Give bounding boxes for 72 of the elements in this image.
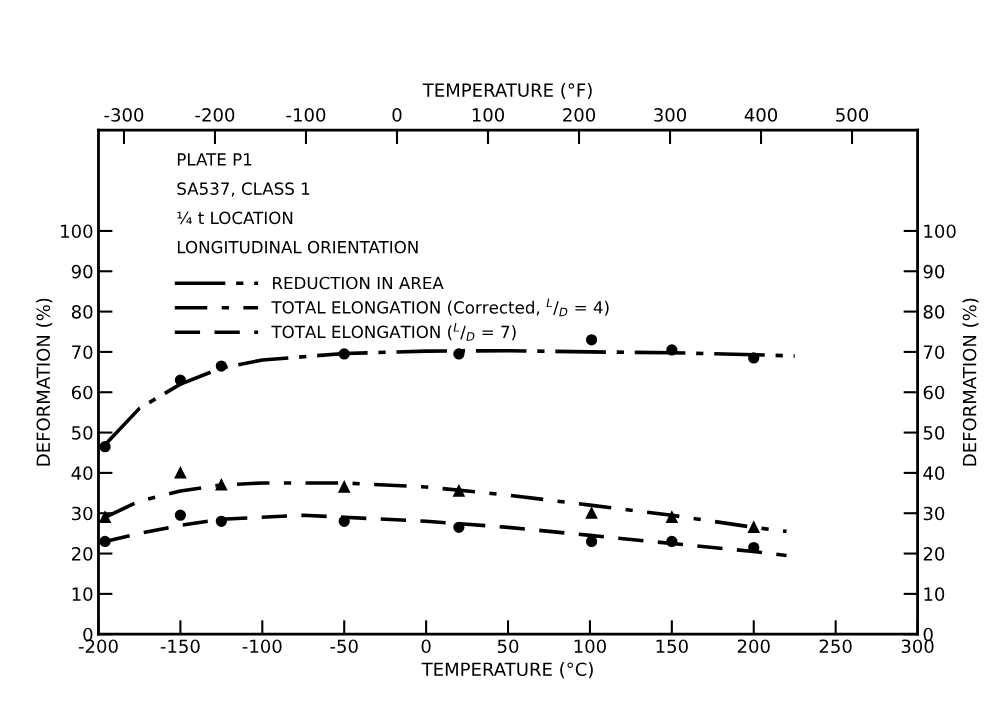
y-tick-label: 90 [71, 264, 93, 279]
y2-tick-label: 70 [923, 345, 945, 360]
point [666, 344, 678, 356]
x-tick-label: 250 [819, 639, 852, 654]
x2-tick-label: 400 [744, 108, 778, 122]
point [99, 441, 111, 453]
y2-tick-label: 20 [923, 547, 945, 561]
x-tick-label: 0 [421, 639, 431, 654]
point [585, 507, 598, 519]
y2-tick-label: 100 [924, 224, 956, 239]
point [338, 481, 350, 493]
point [453, 521, 465, 533]
x2-axis-title: TEMPERATURE (°F) [422, 82, 592, 100]
point [585, 334, 598, 346]
annotation: LONGITUDINAL ORIENTATION [177, 240, 418, 254]
legend-label: TOTAL ELONGATION ($^{L}$/$_{D}$ = 7) [271, 323, 516, 341]
legend-label: REDUCTION IN AREA [273, 276, 444, 290]
x-axis-title: TEMPERATURE (°C) [421, 662, 593, 679]
point [174, 374, 187, 386]
point [666, 511, 678, 523]
y2-tick-label: 10 [924, 587, 945, 601]
y2-tick-label: 50 [923, 426, 945, 440]
point [748, 521, 760, 533]
y-tick-label: 70 [72, 345, 93, 360]
y-tick-label: 30 [72, 506, 93, 521]
x2-tick-label: 200 [563, 108, 596, 122]
x2-tick-label: -100 [286, 108, 326, 122]
x-tick-label: -150 [160, 639, 200, 654]
y2-tick-label: 60 [923, 385, 945, 400]
annotation: PLATE P1 [177, 153, 252, 166]
legend-label: TOTAL ELONGATION (Corrected, $^{L}$/$_{D}$ = 4) [271, 298, 609, 317]
y-tick-label: 80 [71, 305, 93, 319]
x-tick-label: 200 [737, 639, 770, 654]
y-tick-label: 60 [71, 385, 93, 400]
point [748, 541, 760, 554]
x2-tick-label: 0 [392, 108, 402, 122]
x2-tick-label: -200 [195, 108, 235, 122]
x-tick-label: -50 [330, 639, 358, 654]
point [666, 535, 678, 548]
y-tick-label: 40 [71, 466, 93, 481]
y-tick-label: 20 [71, 547, 93, 561]
x2-tick-label: -300 [104, 108, 144, 122]
y2-tick-label: 30 [923, 506, 945, 521]
y2-tick-label: 40 [923, 466, 945, 481]
y2-tick-label: 80 [923, 305, 945, 319]
point [453, 348, 465, 360]
point [748, 352, 760, 364]
point [215, 515, 227, 527]
y-tick-label: 10 [72, 587, 93, 601]
x2-tick-label: 500 [836, 108, 869, 122]
x2-tick-label: 300 [654, 108, 687, 122]
x-tick-label: 150 [656, 639, 688, 654]
point [338, 348, 350, 360]
point [215, 360, 227, 372]
y2-tick-label: 90 [923, 264, 945, 279]
point [99, 535, 111, 548]
point [338, 515, 350, 527]
y2-axis-title: DEFORMATION (%) [962, 298, 979, 466]
y-axis-title: DEFORMATION (%) [36, 298, 53, 466]
point [99, 511, 111, 523]
x-tick-label: 100 [574, 639, 606, 654]
annotation: ¼ t LOCATION [177, 211, 293, 225]
annotation: SA537, CLASS 1 [177, 182, 310, 197]
point [453, 485, 465, 497]
x-tick-label: -100 [242, 639, 282, 654]
x-tick-label: 50 [497, 639, 519, 654]
y-tick-label: 100 [61, 224, 93, 239]
x2-tick-label: 100 [472, 108, 505, 122]
y-tick-label: 50 [72, 426, 93, 440]
point [174, 467, 187, 479]
point [174, 509, 187, 521]
point [215, 479, 227, 491]
